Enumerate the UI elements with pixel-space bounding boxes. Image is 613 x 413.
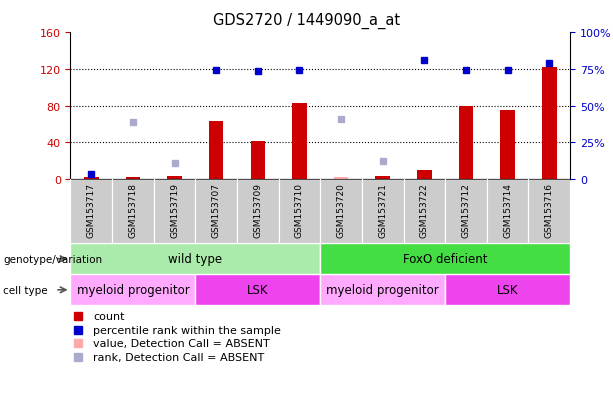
Bar [126,178,140,180]
Bar [70,244,321,275]
Text: cell type: cell type [3,285,48,295]
Bar [375,177,390,180]
Text: GSM153710: GSM153710 [295,183,304,238]
Text: rank, Detection Call = ABSENT: rank, Detection Call = ABSENT [93,352,264,362]
Bar [70,275,196,306]
Text: GSM153707: GSM153707 [211,183,221,238]
Text: FoxO deficient: FoxO deficient [403,253,487,266]
Bar [84,178,99,180]
Text: GSM153722: GSM153722 [420,183,429,237]
Text: count: count [93,311,124,321]
Text: LSK: LSK [497,284,519,297]
Bar [321,180,362,244]
Bar [292,104,306,180]
Text: GSM153717: GSM153717 [87,183,96,238]
Text: GSM153712: GSM153712 [462,183,471,237]
Bar [112,180,154,244]
Text: GDS2720 / 1449090_a_at: GDS2720 / 1449090_a_at [213,12,400,28]
Text: genotype/variation: genotype/variation [3,254,102,264]
Text: GSM153709: GSM153709 [253,183,262,238]
Bar [487,180,528,244]
Bar [334,178,348,180]
Bar [196,180,237,244]
Bar [209,122,224,180]
Text: GSM153718: GSM153718 [129,183,137,238]
Bar [445,275,570,306]
Text: GSM153721: GSM153721 [378,183,387,237]
Text: percentile rank within the sample: percentile rank within the sample [93,325,281,335]
Text: myeloid progenitor: myeloid progenitor [77,284,189,297]
Bar [445,180,487,244]
Bar [500,111,515,180]
Bar [403,180,445,244]
Bar [417,171,432,180]
Text: GSM153716: GSM153716 [545,183,554,238]
Bar [70,180,112,244]
Bar [279,180,321,244]
Bar [321,275,445,306]
Text: wild type: wild type [169,253,223,266]
Text: myeloid progenitor: myeloid progenitor [326,284,439,297]
Bar [237,180,279,244]
Text: GSM153720: GSM153720 [337,183,346,237]
Text: GSM153714: GSM153714 [503,183,512,237]
Bar [167,177,182,180]
Bar [362,180,403,244]
Bar [321,244,570,275]
Text: LSK: LSK [247,284,268,297]
Bar [251,141,265,180]
Text: GSM153719: GSM153719 [170,183,179,238]
Bar [528,180,570,244]
Bar [459,107,473,180]
Bar [196,275,321,306]
Text: value, Detection Call = ABSENT: value, Detection Call = ABSENT [93,338,270,348]
Bar [154,180,196,244]
Bar [542,68,557,180]
